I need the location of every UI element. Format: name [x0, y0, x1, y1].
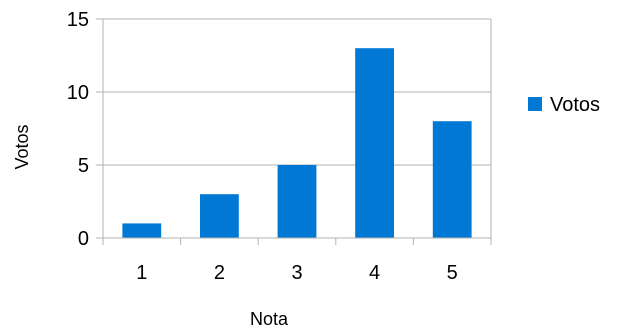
- x-axis-title: Nota: [250, 309, 289, 329]
- bar: [432, 121, 472, 238]
- tick-labels: 0 5 10 15 1 2 3 4 5: [67, 9, 458, 284]
- bar: [277, 165, 317, 238]
- x-tick-label: 3: [291, 262, 302, 284]
- bar: [200, 194, 239, 238]
- legend-label: Votos: [550, 94, 600, 116]
- x-tick-label: 1: [136, 262, 147, 284]
- bars: [122, 48, 472, 239]
- axes: [96, 18, 492, 245]
- legend-swatch: [528, 97, 542, 111]
- y-tick-label: 5: [78, 155, 89, 177]
- x-tick-label: 4: [369, 262, 380, 284]
- y-tick-label: 15: [67, 9, 89, 31]
- bar: [122, 223, 162, 238]
- x-tick-label: 5: [447, 262, 458, 284]
- y-axis-title: Votos: [12, 124, 32, 169]
- y-tick-label: 10: [67, 82, 89, 104]
- legend: Votos: [528, 94, 600, 116]
- y-tick-label: 0: [78, 228, 89, 250]
- bar: [355, 48, 394, 239]
- x-tick-label: 2: [214, 262, 225, 284]
